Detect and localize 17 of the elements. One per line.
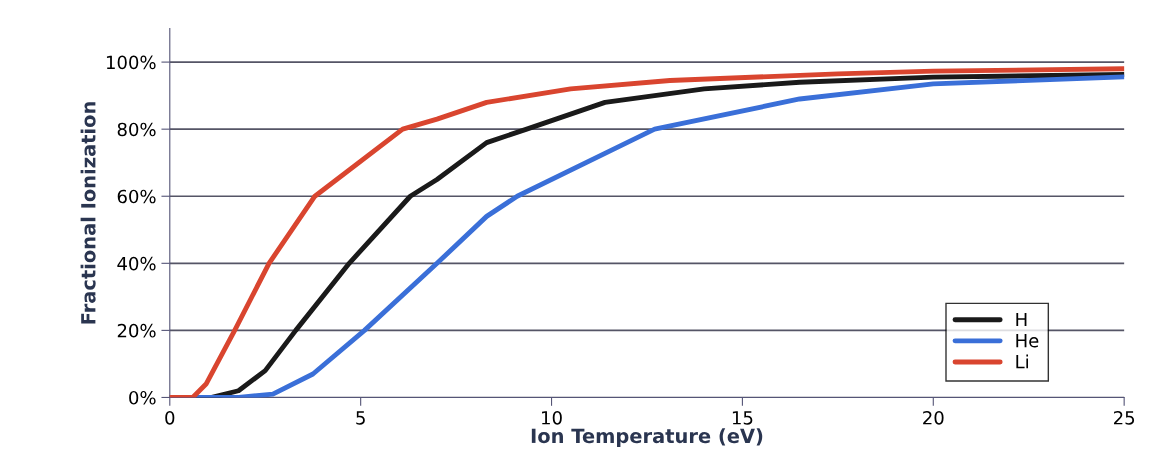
- x-tick-label: 15: [732, 411, 753, 425]
- y-tick-label: 100%: [106, 55, 156, 70]
- y-tick-label: 80%: [117, 122, 156, 137]
- y-tick-label: 20%: [117, 323, 156, 338]
- y-tick-label: 40%: [117, 256, 156, 271]
- legend-label: H: [1016, 312, 1027, 327]
- legend-label: Li: [1016, 354, 1028, 369]
- x-tick-label: 10: [542, 410, 562, 425]
- x-tick-label: 25: [1114, 410, 1135, 425]
- x-axis-title: Ion Temperature (eV): [531, 428, 763, 447]
- y-tick-label: 60%: [117, 189, 156, 204]
- x-tick-label: 5: [356, 411, 365, 425]
- y-axis-title: Fractional Ionization: [80, 102, 96, 324]
- x-tick-label: 20: [923, 410, 944, 425]
- y-tick-label: 0%: [129, 390, 156, 405]
- legend-label: He: [1016, 334, 1039, 348]
- x-tick-label: 0: [165, 410, 175, 425]
